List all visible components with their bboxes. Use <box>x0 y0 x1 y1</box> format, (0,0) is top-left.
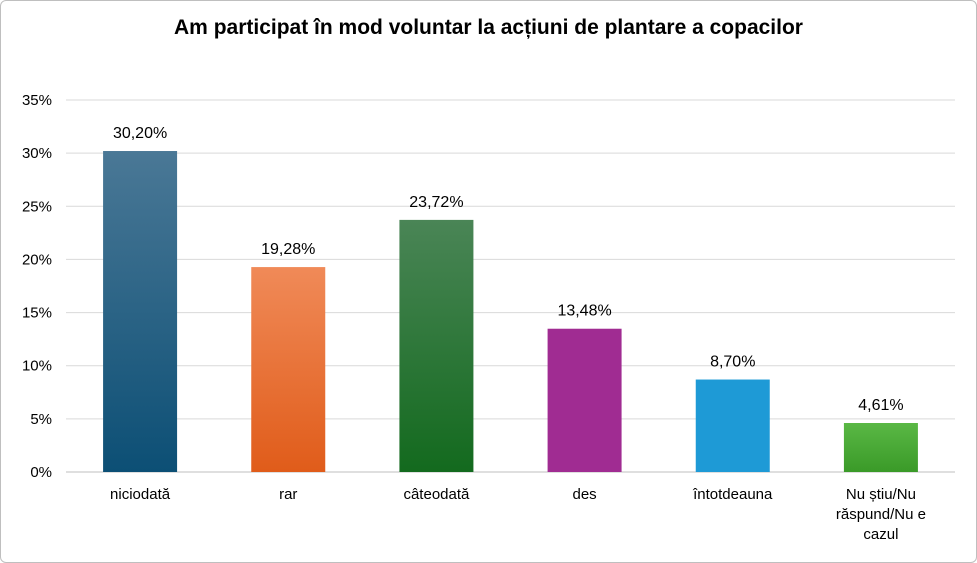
x-tick-label: des <box>572 486 596 503</box>
x-tick-label: rar <box>279 486 297 503</box>
data-label: 19,28% <box>261 241 315 258</box>
data-label: 8,70% <box>710 354 755 371</box>
bar <box>843 423 918 472</box>
y-tick-label: 15% <box>22 305 52 322</box>
bar <box>547 328 622 472</box>
y-tick-label: 25% <box>22 198 52 215</box>
y-tick-label: 35% <box>22 92 52 109</box>
x-tick-label: Nu știu/Nu răspund/Nu e cazul <box>836 486 926 543</box>
bar <box>103 151 178 472</box>
bar <box>399 219 474 472</box>
y-tick-label: 10% <box>22 358 52 375</box>
x-tick-label: întotdeauna <box>692 486 773 503</box>
y-tick-label: 30% <box>22 145 52 162</box>
y-tick-label: 0% <box>30 464 52 481</box>
data-label: 30,20% <box>113 125 167 142</box>
chart-title: Am participat în mod voluntar la acțiuni… <box>174 16 803 39</box>
bar <box>251 267 326 472</box>
data-label: 4,61% <box>858 397 903 414</box>
bar <box>695 379 770 472</box>
x-tick-label: câteodată <box>403 486 470 503</box>
x-tick-label: niciodată <box>110 486 171 503</box>
data-label: 13,48% <box>557 303 611 320</box>
y-tick-label: 5% <box>30 411 52 428</box>
data-label: 23,72% <box>409 194 463 211</box>
y-tick-label: 20% <box>22 251 52 268</box>
